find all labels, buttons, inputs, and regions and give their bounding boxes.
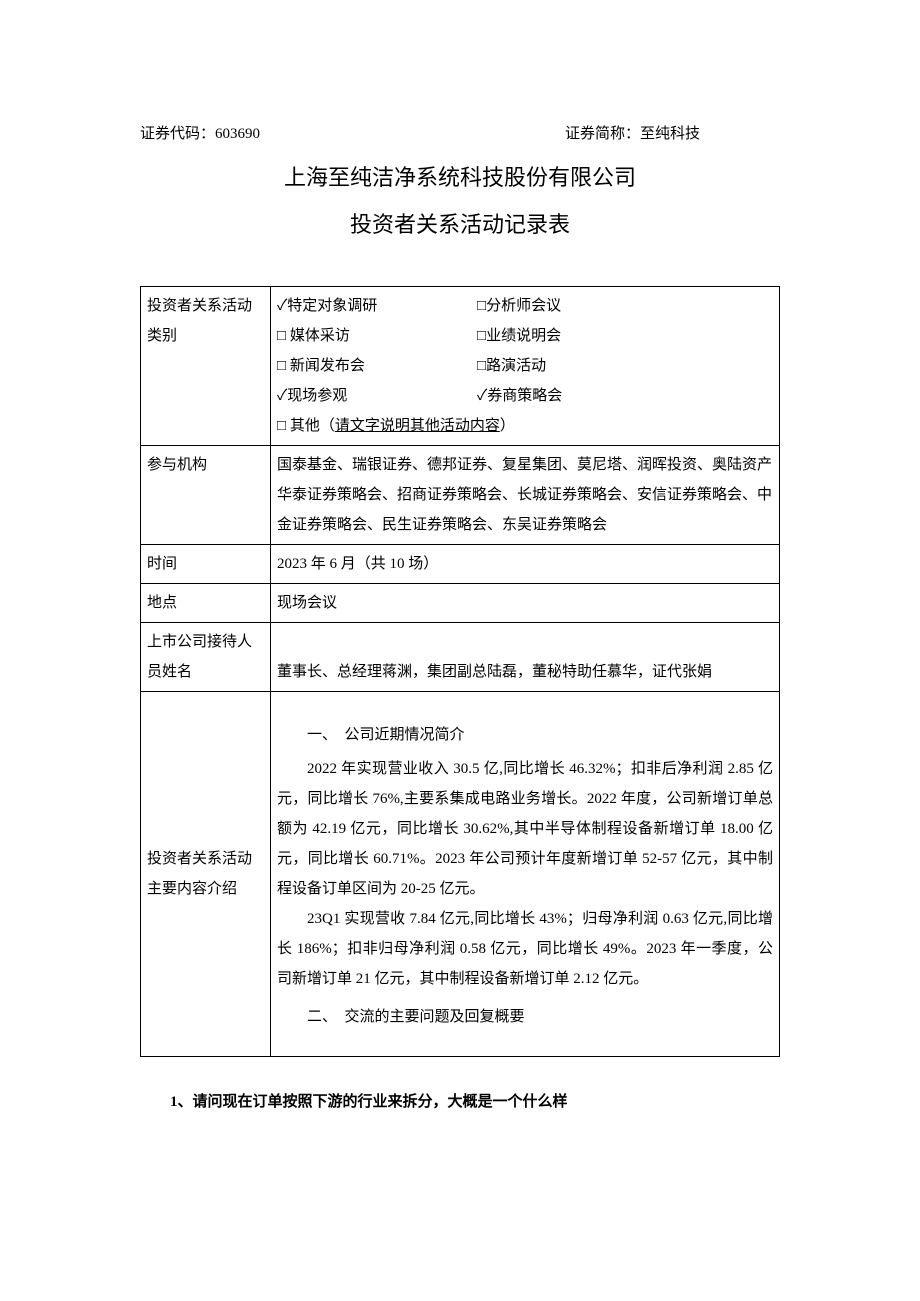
- stock-name-label: 证券简称：: [565, 126, 640, 142]
- company-title: 上海至纯洁净系统科技股份有限公司: [140, 157, 780, 199]
- activity-options-cell: ✓特定对象调研 □分析师会议 □ 媒体采访 □业绩说明会 □ 新闻发布会 □路演…: [271, 287, 780, 446]
- question-1: 1、请问现在订单按照下游的行业来拆分，大概是一个什么样: [140, 1087, 780, 1117]
- content-value: 一、 公司近期情况简介 2022 年实现营业收入 30.5 亿,同比增长 46.…: [271, 692, 780, 1057]
- location-value: 现场会议: [271, 584, 780, 623]
- stock-code-value: 603690: [215, 126, 260, 142]
- checkbox-icon: □: [477, 358, 486, 374]
- row-location: 地点 现场会议: [141, 584, 780, 623]
- document-header: 证券代码：603690 证券简称：至纯科技: [140, 120, 780, 149]
- reception-value: 董事长、总经理蒋渊，集团副总陆磊，董秘特助任慕华，证代张娟: [271, 623, 780, 692]
- row-activity-type: 投资者关系活动类别 ✓特定对象调研 □分析师会议 □ 媒体采访 □业绩说明会 □…: [141, 287, 780, 446]
- label-reception: 上市公司接待人员姓名: [141, 623, 271, 692]
- stock-name-block: 证券简称：至纯科技: [565, 120, 700, 149]
- participants-line2: 华泰证券策略会、招商证券策略会、长城证券策略会、安信证券策略会、中金证券策略会、…: [277, 480, 773, 540]
- label-activity-type: 投资者关系活动类别: [141, 287, 271, 446]
- label-location: 地点: [141, 584, 271, 623]
- section1-para1: 2022 年实现营业收入 30.5 亿,同比增长 46.32%；扣非后净利润 2…: [277, 754, 773, 904]
- check-icon: ✓: [277, 298, 287, 314]
- option-site-visit: ✓现场参观: [277, 381, 477, 411]
- document-subtitle: 投资者关系活动记录表: [140, 204, 780, 246]
- row-participants: 参与机构 国泰基金、瑞银证券、德邦证券、复星集团、莫尼塔、润晖投资、奥陆资产 华…: [141, 446, 780, 545]
- row-reception: 上市公司接待人员姓名 董事长、总经理蒋渊，集团副总陆磊，董秘特助任慕华，证代张娟: [141, 623, 780, 692]
- section2-title: 二、 交流的主要问题及回复概要: [277, 1002, 773, 1032]
- option-broker-strategy: ✓券商策略会: [477, 381, 773, 411]
- label-participants: 参与机构: [141, 446, 271, 545]
- stock-code-label: 证券代码：: [140, 126, 215, 142]
- label-time: 时间: [141, 545, 271, 584]
- label-content: 投资者关系活动主要内容介绍: [141, 692, 271, 1057]
- row-time: 时间 2023 年 6 月（共 10 场）: [141, 545, 780, 584]
- record-table: 投资者关系活动类别 ✓特定对象调研 □分析师会议 □ 媒体采访 □业绩说明会 □…: [140, 286, 780, 1057]
- stock-code-block: 证券代码：603690: [140, 120, 260, 149]
- checkbox-icon: □: [477, 298, 486, 314]
- option-roadshow: □路演活动: [477, 351, 773, 381]
- section1-para2: 23Q1 实现营收 7.84 亿元,同比增长 43%；归母净利润 0.63 亿元…: [277, 904, 773, 994]
- checkbox-icon: □: [277, 418, 286, 434]
- participants-line1: 国泰基金、瑞银证券、德邦证券、复星集团、莫尼塔、润晖投资、奥陆资产: [277, 450, 773, 480]
- option-results-meeting: □业绩说明会: [477, 321, 773, 351]
- other-hint: 请文字说明其他活动内容: [335, 418, 500, 434]
- option-media-interview: □ 媒体采访: [277, 321, 477, 351]
- checkbox-icon: □: [277, 328, 286, 344]
- row-content: 投资者关系活动主要内容介绍 一、 公司近期情况简介 2022 年实现营业收入 3…: [141, 692, 780, 1057]
- option-specific-research: ✓特定对象调研: [277, 291, 477, 321]
- check-icon: ✓: [277, 388, 287, 404]
- checkbox-icon: □: [277, 358, 286, 374]
- option-analyst-meeting: □分析师会议: [477, 291, 773, 321]
- stock-name-value: 至纯科技: [640, 126, 700, 142]
- option-press-conference: □ 新闻发布会: [277, 351, 477, 381]
- checkbox-icon: □: [477, 328, 486, 344]
- check-icon: ✓: [477, 388, 487, 404]
- section1-title: 一、 公司近期情况简介: [277, 720, 773, 750]
- participants-value: 国泰基金、瑞银证券、德邦证券、复星集团、莫尼塔、润晖投资、奥陆资产 华泰证券策略…: [271, 446, 780, 545]
- time-value: 2023 年 6 月（共 10 场）: [271, 545, 780, 584]
- option-other: □ 其他（请文字说明其他活动内容）: [277, 411, 773, 441]
